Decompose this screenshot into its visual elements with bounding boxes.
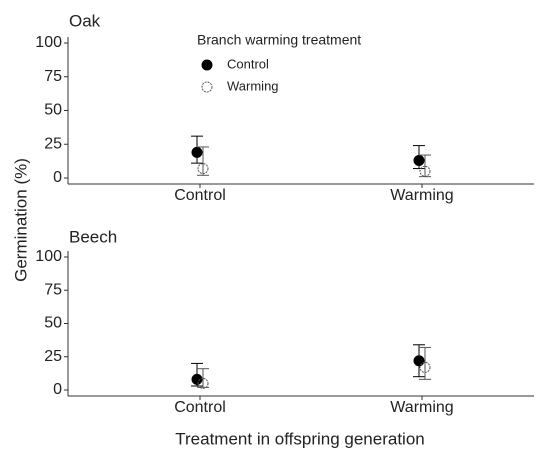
y-tick-label: 75 <box>44 281 62 298</box>
y-tick-label: 25 <box>44 348 62 365</box>
y-tick-label: 75 <box>44 68 62 85</box>
y-tick-label: 25 <box>44 135 62 152</box>
y-tick-label: 50 <box>44 315 62 332</box>
legend-marker <box>201 81 213 93</box>
y-tick-label: 0 <box>53 381 62 398</box>
point <box>419 361 431 373</box>
x-axis-label: Treatment in offspring generation <box>175 429 424 448</box>
point <box>197 377 209 389</box>
point <box>191 373 203 385</box>
legend-label: Control <box>227 56 269 71</box>
legend-label: Warming <box>227 78 279 93</box>
point <box>413 355 425 367</box>
panel-title: Beech <box>69 227 117 246</box>
legend-marker <box>201 59 213 71</box>
point <box>413 154 425 166</box>
point <box>197 163 209 175</box>
point <box>191 146 203 158</box>
legend-title: Branch warming treatment <box>197 32 361 48</box>
x-tick-label: Warming <box>390 399 453 416</box>
point <box>419 165 431 177</box>
y-tick-label: 100 <box>35 248 62 265</box>
x-tick-label: Warming <box>390 187 453 204</box>
y-tick-label: 50 <box>44 102 62 119</box>
y-axis-label: Germination (%) <box>11 158 30 282</box>
x-tick-label: Control <box>174 187 226 204</box>
y-tick-label: 100 <box>35 34 62 51</box>
y-tick-label: 0 <box>53 169 62 186</box>
x-tick-label: Control <box>174 399 226 416</box>
panel-title: Oak <box>69 11 101 30</box>
